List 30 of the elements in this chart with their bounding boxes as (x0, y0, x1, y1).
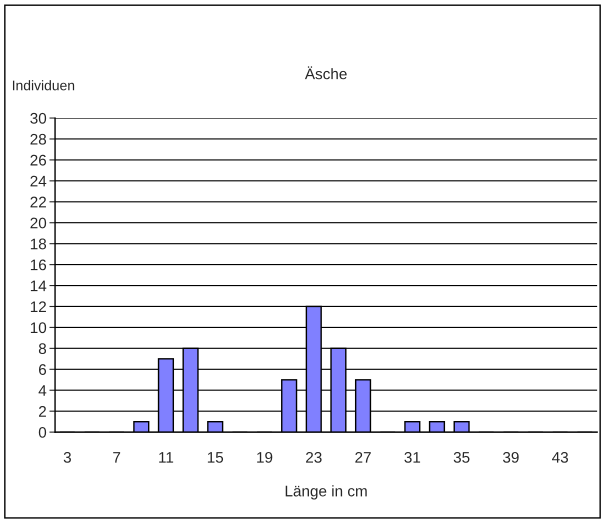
x-tick-label: 35 (454, 452, 470, 463)
x-tick-label: 31 (404, 452, 420, 463)
x-tick-label: 3 (64, 452, 71, 463)
x-tick-label: 19 (257, 452, 272, 463)
y-tick-label: 6 (39, 364, 46, 375)
y-tick-label: 18 (30, 238, 46, 250)
y-tick-label: 2 (38, 406, 46, 417)
y-tick-label: 10 (30, 322, 46, 334)
x-tick-label: 23 (306, 452, 322, 463)
y-tick-label: 4 (38, 385, 46, 396)
x-tick-label: 15 (208, 452, 224, 463)
y-tick-label: 16 (30, 259, 46, 270)
y-tick-label: 0 (38, 426, 46, 438)
x-tick-label: 39 (502, 452, 519, 463)
y-tick-label: 28 (30, 134, 46, 145)
chart-title: Äsche (304, 66, 347, 80)
x-tick-label: 7 (113, 452, 120, 463)
x-tick-label: 27 (355, 452, 371, 463)
y-tick-label: 14 (30, 280, 46, 292)
y-tick-label: 26 (30, 154, 46, 166)
y-tick-label: 12 (30, 301, 46, 312)
y-tick-label: 24 (30, 176, 46, 186)
y-tick-label: 8 (38, 343, 46, 354)
x-tick-label: 11 (159, 452, 174, 463)
x-axis-title: Länge in cm (286, 485, 367, 500)
y-tick-label: 22 (30, 196, 46, 208)
y-tick-label: 20 (30, 218, 46, 228)
x-tick-label: 43 (552, 452, 568, 463)
y-axis-title: Individuen (12, 80, 74, 90)
y-tick-label: 30 (30, 112, 46, 124)
